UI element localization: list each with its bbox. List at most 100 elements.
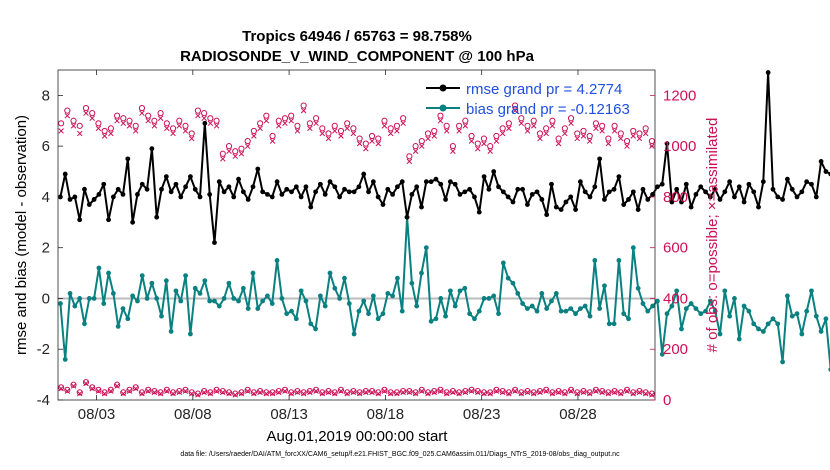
rmse-point [279, 191, 285, 197]
x-axis-label: Aug.01,2019 00:00:00 start [267, 428, 449, 445]
bias-point [77, 296, 83, 301]
obs-assimilated-point [325, 135, 332, 142]
bias-point [496, 311, 501, 317]
bias-point [549, 298, 554, 304]
obs-possible-point [431, 127, 438, 135]
obs-possible-point [586, 132, 593, 140]
obs-possible-point [362, 388, 369, 395]
bias-point [197, 290, 203, 296]
rmse-point [674, 186, 680, 192]
rmse-point [558, 207, 564, 213]
chart-subtitle: RADIOSONDE_V_WIND_COMPONENT @ 100 hPa [180, 48, 535, 65]
obs-assimilated-point [555, 389, 562, 396]
obs-assimilated-point [263, 118, 270, 124]
rmse-point [438, 181, 444, 187]
obs-possible-point [530, 117, 537, 124]
bias-point [163, 278, 169, 284]
x-tick-label: 08/28 [559, 406, 597, 423]
rmse-point [144, 186, 150, 192]
bias-point [558, 308, 564, 314]
rmse-point [370, 179, 376, 185]
obs-assimilated-point [114, 118, 120, 124]
obs-assimilated-point [145, 118, 151, 124]
bias-point [144, 296, 150, 301]
rmse-point [602, 197, 607, 202]
bias-point [597, 306, 603, 312]
bias-point [616, 257, 622, 263]
bias-point [515, 290, 521, 296]
obs-possible-point [487, 389, 494, 396]
bias-point [231, 296, 237, 301]
obs-assimilated-point [481, 390, 487, 397]
bias-point [573, 311, 578, 317]
rmse-point [616, 174, 622, 180]
rmse-point [573, 207, 578, 213]
rmse-point [765, 70, 771, 75]
rmse-point [669, 199, 675, 205]
obs-possible-point [331, 389, 338, 396]
rmse-point [428, 179, 434, 185]
rmse-point [265, 191, 270, 197]
bias-point [510, 280, 516, 286]
obs-possible-point [288, 389, 295, 396]
bias-point [101, 301, 107, 306]
rmse-point [727, 179, 733, 185]
obs-assimilated-point [456, 128, 462, 134]
obs-assimilated-point [437, 118, 444, 124]
obs-assimilated-point [574, 390, 581, 397]
bias-point [630, 245, 636, 251]
legend: rmse grand pr = 4.2774 bias grand pr = -… [426, 81, 630, 118]
rmse-point [303, 184, 309, 190]
obs-possible-point [201, 388, 208, 395]
obs-assimilated-point [593, 125, 599, 132]
obs-assimilated-point [338, 388, 344, 394]
rmse-point [760, 179, 766, 185]
obs-assimilated-point [126, 123, 133, 129]
obs-assimilated-point [450, 148, 456, 154]
bias-point [322, 303, 328, 309]
bias-point [390, 293, 396, 299]
obs-assimilated-point [331, 128, 338, 134]
obs-possible-point [393, 122, 401, 129]
rmse-point [168, 189, 174, 195]
bias-point [212, 298, 217, 304]
rmse-point [115, 186, 121, 192]
obs-possible-point [611, 122, 618, 129]
obs-possible-point [536, 388, 544, 395]
rmse-point [236, 176, 241, 182]
bias-point [491, 293, 497, 299]
bias-point [375, 316, 381, 322]
obs-assimilated-point [431, 133, 437, 139]
obs-possible-point [586, 389, 593, 396]
obs-assimilated-point [188, 390, 195, 397]
rmse-point [529, 191, 535, 197]
obs-assimilated-point [549, 390, 556, 397]
obs-possible-point [344, 389, 351, 396]
rmse-point [423, 179, 429, 185]
obs-possible-point [543, 125, 550, 132]
obs-assimilated-point [288, 118, 294, 124]
bias-point [303, 298, 309, 304]
bias-point [255, 306, 261, 312]
obs-possible-point [617, 130, 624, 137]
obs-possible-point [325, 388, 332, 395]
bias-point [289, 308, 294, 314]
rmse-point [823, 169, 829, 174]
obs-assimilated-point [325, 389, 332, 396]
obs-possible-point [480, 135, 488, 142]
bias-point [361, 298, 367, 304]
obs-possible-point [468, 386, 475, 393]
obs-assimilated-point [101, 133, 108, 139]
obs-possible-point [462, 388, 469, 395]
rmse-point [260, 189, 266, 195]
obs-possible-point [499, 125, 506, 132]
bias-point [173, 288, 179, 294]
y-right-tick-label: 200 [663, 341, 688, 358]
rmse-point [655, 184, 660, 190]
bias-point [534, 308, 540, 314]
obs-assimilated-point [562, 130, 568, 137]
obs-possible-point [126, 386, 133, 393]
rmse-point [322, 191, 328, 197]
obs-possible-point [64, 107, 71, 114]
obs-possible-point [89, 384, 96, 391]
